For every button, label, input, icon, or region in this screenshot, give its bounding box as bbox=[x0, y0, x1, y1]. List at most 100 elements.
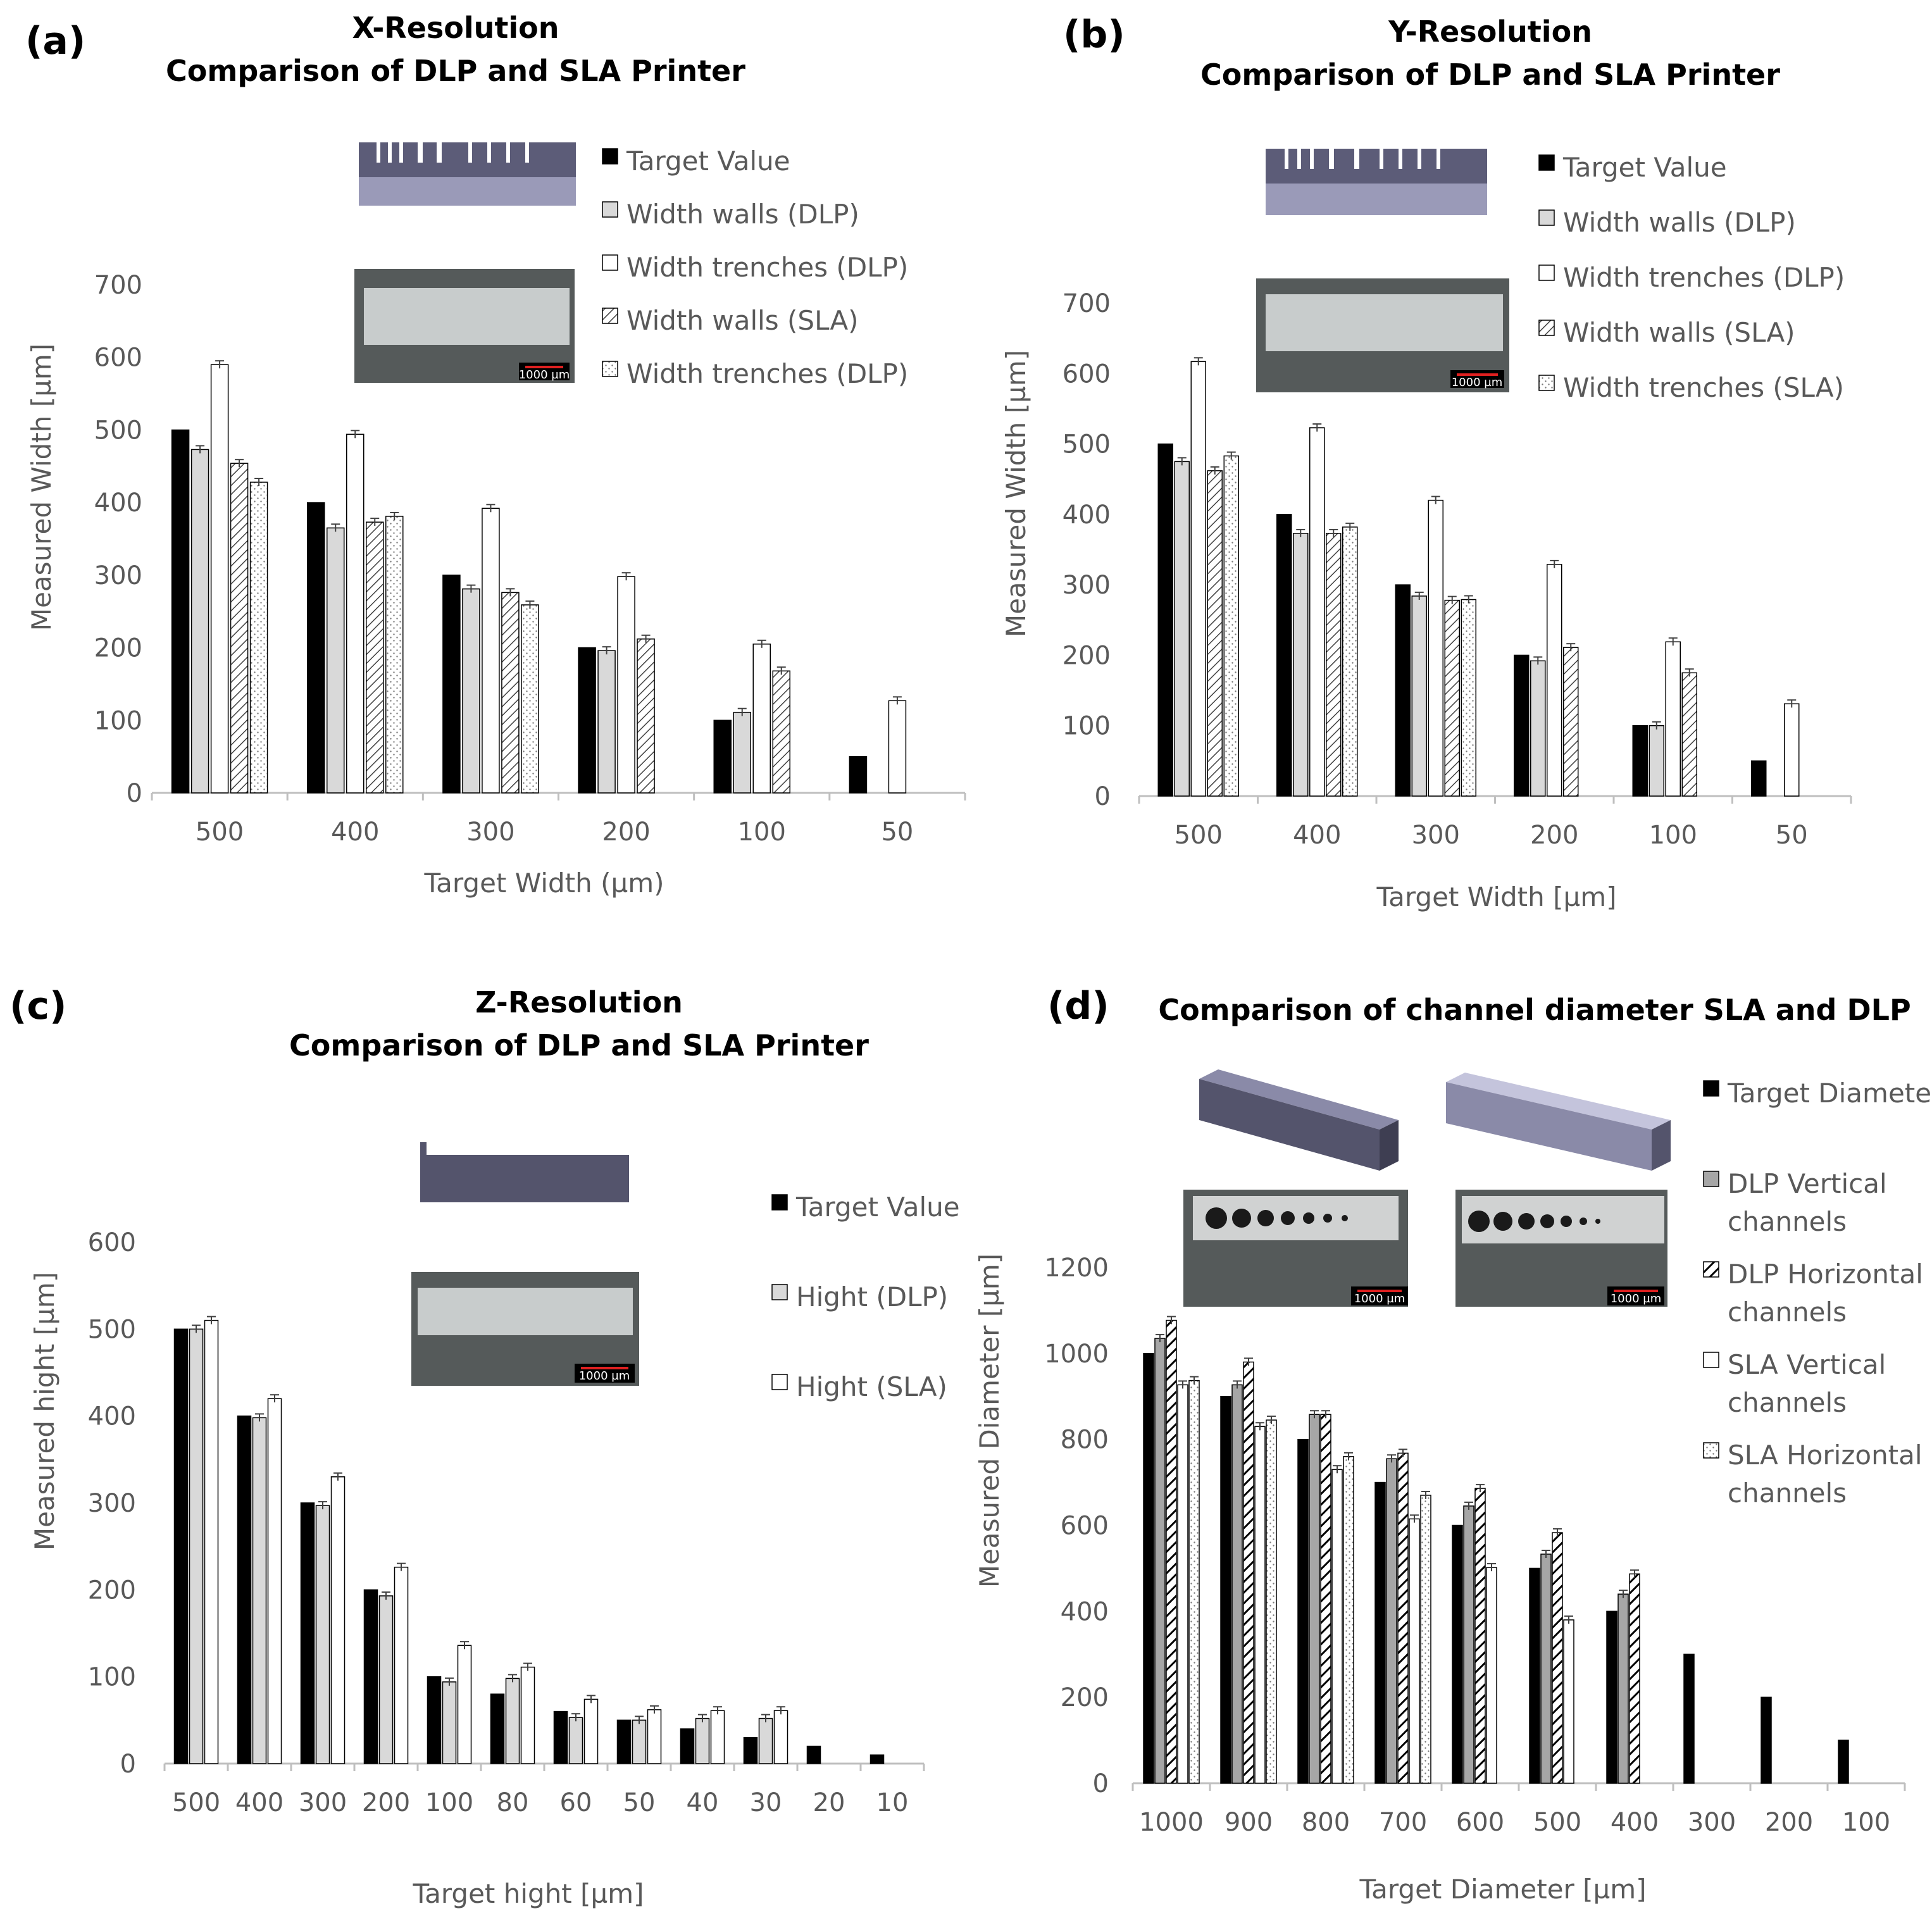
chart-b-xlabel: Target Width [µm] bbox=[1376, 881, 1616, 912]
bar bbox=[394, 1566, 409, 1764]
bar bbox=[1223, 455, 1239, 797]
x-tick-label: 300 bbox=[1688, 1808, 1736, 1837]
bar bbox=[1174, 461, 1190, 797]
bar bbox=[1320, 1414, 1331, 1784]
bar bbox=[597, 650, 616, 794]
bar bbox=[1276, 514, 1292, 797]
x-tick-label: 600 bbox=[1456, 1808, 1504, 1837]
bar bbox=[427, 1676, 442, 1764]
bar bbox=[1452, 1524, 1463, 1784]
y-tick-label: 200 bbox=[88, 1576, 136, 1605]
bar bbox=[1474, 1488, 1486, 1784]
bar bbox=[490, 1693, 505, 1764]
chart-b-title-line1: Y-Resolution bbox=[1388, 15, 1592, 49]
chart-c-title-line2: Comparison of DLP and SLA Printer bbox=[289, 1028, 869, 1062]
chart-c-inset: 1000 µm bbox=[411, 1142, 639, 1386]
bar bbox=[1309, 427, 1325, 797]
x-tick-label: 100 bbox=[738, 818, 786, 847]
y-tick-label: 300 bbox=[1063, 571, 1111, 600]
bar bbox=[1207, 470, 1223, 797]
cad-model-c bbox=[420, 1155, 629, 1202]
chart-c-xlabel: Target hight [µm] bbox=[412, 1878, 644, 1909]
bar bbox=[366, 521, 384, 794]
y-tick-label: 200 bbox=[1061, 1683, 1109, 1712]
bar bbox=[1177, 1384, 1188, 1784]
y-tick-label: 100 bbox=[94, 706, 142, 735]
x-tick-label: 500 bbox=[172, 1788, 220, 1817]
bar bbox=[462, 588, 480, 794]
bar bbox=[758, 1717, 773, 1764]
chart-a-inset: 1000 µm bbox=[354, 142, 576, 383]
chart-d-inset: 1000 µm 1000 µm bbox=[1183, 1069, 1671, 1307]
chart-b-ylabel: Measured Width [µm] bbox=[1000, 350, 1031, 637]
bar bbox=[713, 719, 732, 794]
chart-d-ylabel: Measured Diameter [µm] bbox=[974, 1254, 1005, 1588]
bar bbox=[1395, 584, 1411, 797]
bar bbox=[173, 1328, 189, 1764]
panel-c: (c) Z-Resolution Comparison of DLP and S… bbox=[9, 984, 960, 1909]
chart-c-title-line1: Z-Resolution bbox=[475, 985, 683, 1019]
chart-b: 0 100 200 300 400 500 600 700 500 400 300 200 100 50 T… bbox=[1063, 152, 1852, 850]
legend-swatch bbox=[602, 308, 618, 324]
legend-label: DLP Horizontal bbox=[1728, 1259, 1923, 1290]
chart-a-xlabel: Target Width (µm) bbox=[423, 868, 664, 899]
x-tick-label: 30 bbox=[750, 1788, 782, 1817]
bar bbox=[617, 576, 635, 794]
bar bbox=[1444, 599, 1460, 797]
chart-a-title-line1: X-Resolution bbox=[352, 11, 559, 45]
y-tick-label: 500 bbox=[94, 416, 142, 445]
bar bbox=[1386, 1458, 1397, 1784]
bar bbox=[1838, 1740, 1849, 1784]
bar bbox=[1343, 1456, 1354, 1784]
bar bbox=[1342, 526, 1358, 797]
y-tick-label: 600 bbox=[1061, 1512, 1109, 1541]
x-tick-label: 400 bbox=[331, 818, 379, 847]
legend: Target Diameter DLP Vertical channels DLP H… bbox=[1703, 1078, 1932, 1509]
panel-label-a: (a) bbox=[25, 19, 85, 63]
bar bbox=[442, 575, 461, 794]
x-tick-label: 300 bbox=[299, 1788, 347, 1817]
bar bbox=[1243, 1361, 1254, 1784]
legend-label: DLP Vertical bbox=[1728, 1168, 1887, 1199]
panel-b: (b) Y-Resolution Comparison of DLP and S… bbox=[1000, 13, 1852, 912]
bar bbox=[710, 1710, 725, 1764]
y-tick-label: 100 bbox=[88, 1663, 136, 1692]
bar bbox=[385, 516, 404, 794]
bar bbox=[1157, 443, 1173, 797]
y-tick-label: 0 bbox=[1093, 1769, 1109, 1798]
x-tick-label: 700 bbox=[1379, 1808, 1427, 1837]
bar bbox=[520, 1666, 535, 1764]
bar bbox=[616, 1719, 632, 1764]
legend-swatch bbox=[1538, 154, 1555, 171]
panel-label-c: (c) bbox=[9, 984, 66, 1028]
legend: Target Value Width walls (DLP) Width trenc… bbox=[1538, 152, 1845, 403]
x-tick-label: 300 bbox=[1412, 821, 1460, 850]
x-tick-label: 200 bbox=[602, 818, 650, 847]
bar bbox=[1231, 1384, 1243, 1784]
scale-bar-label-b: 1000 µm bbox=[1452, 376, 1503, 389]
bar bbox=[1411, 595, 1427, 797]
legend-swatch bbox=[1538, 320, 1555, 336]
y-tick-label: 100 bbox=[1063, 712, 1111, 741]
bar bbox=[772, 670, 790, 794]
legend: Target Value Hight (DLP) Hight (SLA) bbox=[771, 1192, 960, 1402]
bar bbox=[1428, 499, 1443, 797]
bar bbox=[252, 1417, 267, 1764]
bar bbox=[1681, 672, 1697, 797]
legend-swatch bbox=[602, 254, 618, 271]
bar bbox=[327, 527, 345, 794]
bar bbox=[189, 1328, 204, 1764]
legend-swatch bbox=[602, 201, 618, 218]
y-tick-label: 700 bbox=[1063, 289, 1111, 318]
bar bbox=[1409, 1518, 1420, 1784]
bar bbox=[1188, 1379, 1200, 1784]
scale-bar-a bbox=[519, 363, 570, 380]
legend-swatch bbox=[1703, 1080, 1719, 1097]
bar bbox=[1374, 1481, 1386, 1784]
bar bbox=[190, 449, 209, 794]
x-tick-label: 10 bbox=[876, 1788, 909, 1817]
y-tick-label: 400 bbox=[94, 489, 142, 518]
legend: Target Value Width walls (DLP) Width trenc… bbox=[602, 146, 908, 389]
bar bbox=[237, 1415, 252, 1764]
